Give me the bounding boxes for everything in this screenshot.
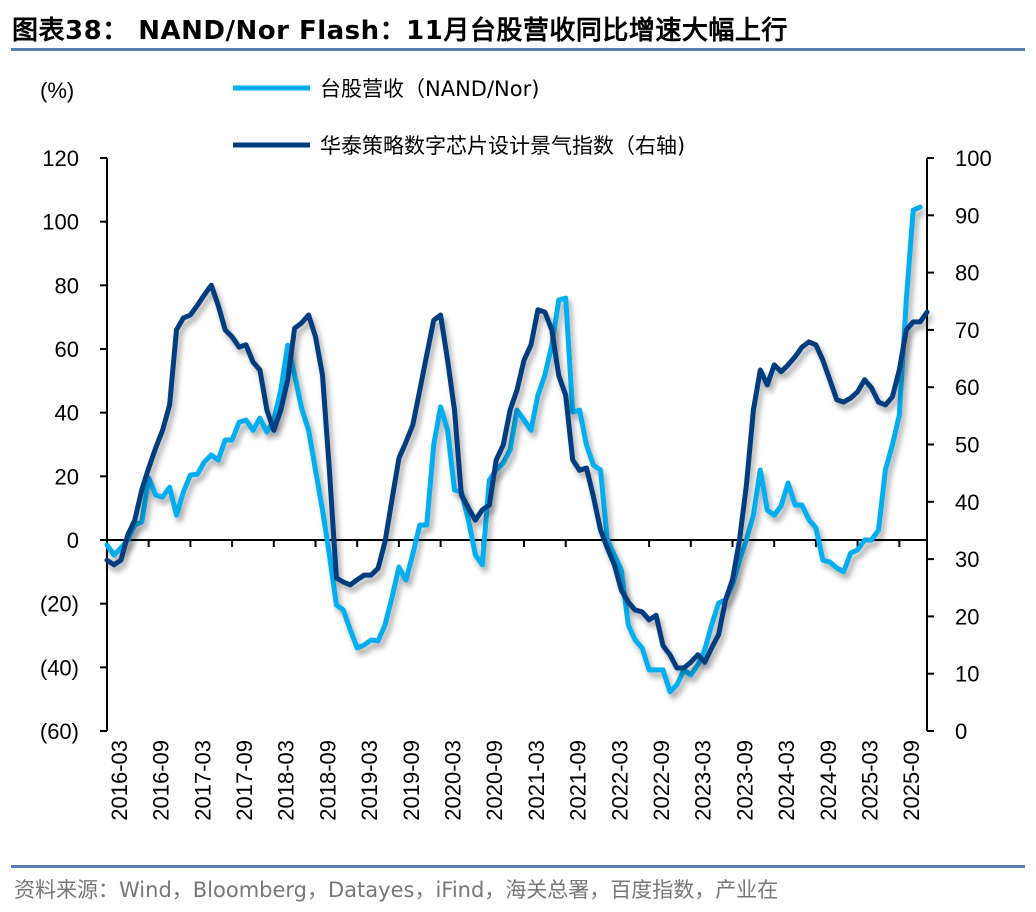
x-tick-label: 2023-03 <box>691 740 716 821</box>
y-tick-label-left: 100 <box>42 210 79 235</box>
x-tick-label: 2018-09 <box>315 740 340 821</box>
y-tick-label-left: 80 <box>55 273 79 298</box>
x-tick-label: 2024-03 <box>774 740 799 821</box>
title-divider <box>11 48 1025 51</box>
x-tick-label: 2019-09 <box>399 740 424 821</box>
x-tick-label: 2016-09 <box>149 740 174 821</box>
x-tick-label: 2017-09 <box>232 740 257 821</box>
legend: 台股营收（NAND/Nor) 华泰策略数字芯片设计景气指数（右轴) <box>233 77 685 158</box>
chart-title: 图表38： NAND/Nor Flash：11月台股营收同比增速大幅上行 <box>12 16 788 46</box>
y-tick-label-right: 60 <box>955 375 979 400</box>
y-tick-label-right: 20 <box>955 604 979 629</box>
y-tick-label-right: 90 <box>955 203 979 228</box>
x-tick-label: 2017-03 <box>190 740 215 821</box>
x-tick-label: 2023-09 <box>732 740 757 821</box>
y-tick-label-left: 20 <box>55 464 79 489</box>
source-note: 资料来源：Wind，Bloomberg，Datayes，iFind，海关总署，百… <box>14 878 779 902</box>
x-tick-label: 2025-09 <box>899 740 924 821</box>
y-tick-label-right: 80 <box>955 261 979 286</box>
series-line-index <box>104 282 930 671</box>
y-tick-label-left: 0 <box>67 528 79 553</box>
source-divider <box>11 865 1025 868</box>
y-tick-label-left: (20) <box>40 592 79 617</box>
x-tick-label: 2021-03 <box>524 740 549 821</box>
line-chart: (%) 台股营收（NAND/Nor) 华泰策略数字芯片设计景气指数（右轴) 12… <box>40 77 992 821</box>
x-tick-label: 2021-09 <box>566 740 591 821</box>
legend-label-index: 华泰策略数字芯片设计景气指数（右轴) <box>320 134 685 158</box>
x-tick-label: 2019-03 <box>357 740 382 821</box>
y-tick-label-left: (40) <box>40 655 79 680</box>
y-tick-label-right: 70 <box>955 318 979 343</box>
y-tick-label-right: 0 <box>955 719 967 744</box>
x-tick-label: 2016-03 <box>107 740 132 821</box>
y-tick-label-right: 10 <box>955 662 979 687</box>
y-tick-label-left: 60 <box>55 337 79 362</box>
x-tick-label: 2025-03 <box>858 740 883 821</box>
legend-label-revenue: 台股营收（NAND/Nor) <box>320 77 539 101</box>
y-tick-label-right: 100 <box>955 146 992 171</box>
x-tick-label: 2022-03 <box>607 740 632 821</box>
y-tick-label-right: 30 <box>955 547 979 572</box>
y-tick-label-right: 40 <box>955 490 979 515</box>
x-tick-label: 2020-09 <box>482 740 507 821</box>
x-tick-label: 2020-03 <box>441 740 466 821</box>
y-tick-label-left: 120 <box>42 146 79 171</box>
x-tick-label: 2024-09 <box>816 740 841 821</box>
y-axis-unit-label: (%) <box>40 78 74 103</box>
y-tick-label-left: (60) <box>40 719 79 744</box>
series-line-revenue <box>104 204 923 695</box>
y-tick-label-left: 40 <box>55 401 79 426</box>
y-tick-label-right: 50 <box>955 433 979 458</box>
x-tick-label: 2018-03 <box>274 740 299 821</box>
x-tick-label: 2022-09 <box>649 740 674 821</box>
